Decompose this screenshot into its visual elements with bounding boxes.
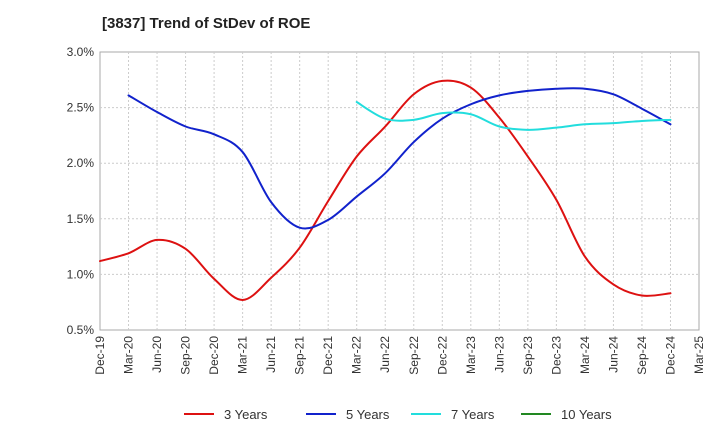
plot-area — [99, 51, 700, 331]
x-tick-label: Dec-20 — [207, 336, 221, 375]
x-tick-label: Sep-22 — [407, 336, 421, 375]
x-tick-label: Sep-20 — [179, 336, 193, 375]
series-line-3-years — [99, 79, 672, 301]
legend: 3 Years 5 Years 7 Years 10 Years — [184, 407, 612, 422]
x-tick-label: Mar-22 — [350, 336, 364, 374]
chart-title: [3837] Trend of StDev of ROE — [102, 15, 310, 32]
x-tick-label: Mar-24 — [578, 336, 592, 374]
y-tick-label: 2.5% — [67, 101, 95, 115]
y-tick-label: 0.5% — [67, 323, 95, 337]
x-axis: Dec-19 Mar-20 Jun-20 Sep-20 Dec-20 Mar-21 Jun-… — [93, 336, 706, 375]
legend-label-5-years: 5 Years — [346, 407, 390, 422]
y-tick-label: 3.0% — [67, 45, 95, 59]
x-tick-label: Jun-24 — [606, 336, 620, 373]
legend-label-7-years: 7 Years — [451, 407, 495, 422]
series-line-5-years — [127, 87, 672, 230]
y-tick-label: 1.5% — [67, 212, 95, 226]
x-tick-label: Mar-20 — [122, 336, 136, 374]
x-tick-label: Jun-21 — [264, 336, 278, 373]
y-axis: 0.5% 1.0% 1.5% 2.0% 2.5% 3.0% — [67, 45, 95, 337]
x-tick-label: Dec-24 — [663, 336, 677, 375]
y-tick-label: 1.0% — [67, 267, 95, 281]
legend-label-10-years: 10 Years — [561, 407, 612, 422]
x-tick-label: Mar-23 — [464, 336, 478, 374]
y-tick-label: 2.0% — [67, 156, 95, 170]
series-layer — [99, 79, 672, 301]
x-tick-label: Dec-19 — [93, 336, 107, 375]
x-tick-label: Sep-21 — [293, 336, 307, 375]
series-line-7-years — [355, 101, 672, 131]
x-tick-label: Jun-22 — [378, 336, 392, 373]
x-tick-label: Sep-24 — [635, 336, 649, 375]
x-tick-label: Sep-23 — [521, 336, 535, 375]
x-tick-label: Jun-20 — [150, 336, 164, 373]
x-tick-label: Dec-21 — [321, 336, 335, 375]
x-tick-label: Dec-22 — [435, 336, 449, 375]
legend-label-3-years: 3 Years — [224, 407, 268, 422]
x-tick-label: Dec-23 — [549, 336, 563, 375]
x-tick-label: Mar-21 — [236, 336, 250, 374]
x-tick-label: Mar-25 — [692, 336, 706, 374]
x-tick-label: Jun-23 — [492, 336, 506, 373]
